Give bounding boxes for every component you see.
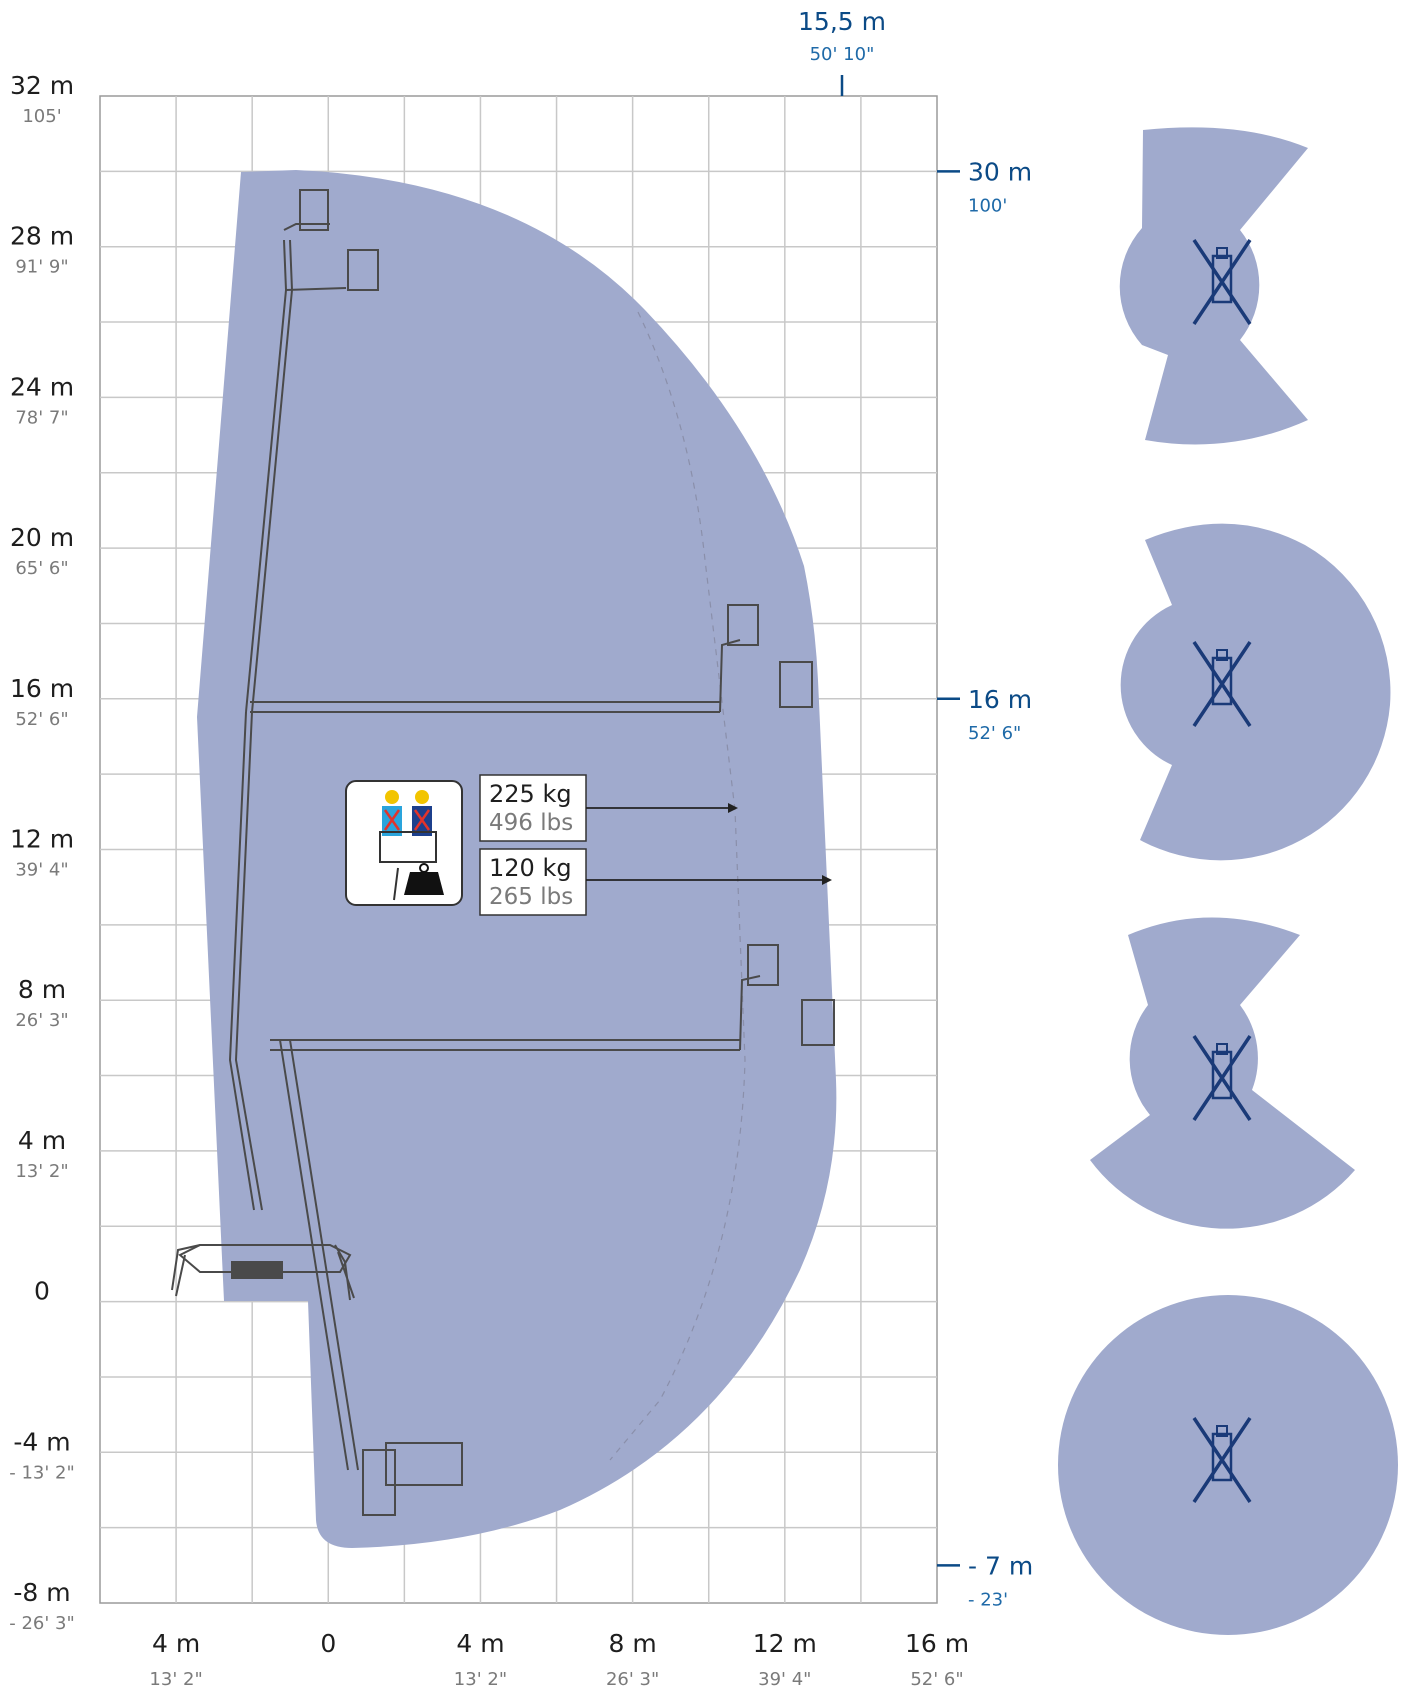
y-tick-label: 0: [34, 1277, 50, 1306]
max-outreach-feet: 50' 10": [810, 44, 875, 65]
outrigger-top-view-icon: [1192, 239, 1252, 325]
height-marker-feet: 100': [968, 195, 1007, 216]
boom-below-grade: [279, 1039, 359, 1471]
outrigger-top-view-icon: [1192, 641, 1252, 727]
x-tick-label: 4 m: [456, 1629, 504, 1658]
main-boom: [228, 711, 263, 1211]
slewing-view-4: [1058, 1295, 1398, 1635]
boom-7m: [270, 1039, 740, 1051]
height-marker-value: 16 m: [968, 685, 1032, 714]
y-tick-feet: 52' 6": [15, 709, 68, 730]
load-1-lbs: 496 lbs: [489, 810, 573, 836]
workers-in-basket-icon: [379, 790, 437, 901]
outreach-dashed-line: [609, 311, 746, 1461]
load-2-lbs: 265 lbs: [489, 884, 573, 910]
basket-top-1: [299, 189, 329, 231]
x-tick-feet: 13' 2": [149, 1669, 202, 1690]
y-tick-feet: 78' 7": [15, 407, 68, 428]
height-marker-value: - 7 m: [968, 1551, 1033, 1580]
y-tick-label: 28 m: [10, 222, 74, 251]
y-tick-feet: 39' 4": [15, 860, 68, 881]
outrigger-top-view-icons: [1192, 239, 1252, 1503]
basket-top-2: [347, 249, 379, 291]
outrigger-left: [171, 1244, 201, 1297]
x-tick-label: 8 m: [609, 1629, 657, 1658]
jib-16m: [719, 639, 741, 713]
basket-below-1: [362, 1449, 396, 1516]
y-tick-label: 12 m: [10, 825, 74, 854]
slewing-top-views: [1058, 127, 1398, 1635]
slewing-view-2: [1120, 523, 1391, 861]
y-tick-feet: 26' 3": [15, 1010, 68, 1031]
basket-16m-2: [779, 661, 813, 708]
jib-top-1: [283, 223, 330, 231]
max-outreach-marker: 15,5 m 50' 10": [798, 7, 886, 96]
y-axis-labels: 32 m 105' 28 m 91' 9" 24 m 78' 7" 20 m 65' 6" 16…: [9, 71, 75, 1634]
y-tick-label: 24 m: [10, 372, 74, 401]
x-tick-feet: 13' 2": [454, 1669, 507, 1690]
max-outreach-value: 15,5 m: [798, 7, 886, 36]
track: [231, 1261, 283, 1279]
basket-16m-1: [727, 604, 759, 646]
machine-drawing: [171, 189, 835, 1516]
load-2-kg: 120 kg: [489, 854, 572, 882]
basket-below-2: [385, 1442, 463, 1486]
y-tick-feet: 13' 2": [15, 1161, 68, 1182]
outrigger-right: [334, 1244, 355, 1301]
x-axis-labels: 4 m 13' 2" 0 4 m 13' 2" 8 m 26' 3" 12 m 39' 4" 16…: [149, 1629, 969, 1690]
basket-7m-2: [801, 999, 835, 1046]
x-tick-label: 12 m: [753, 1629, 817, 1658]
x-tick-feet: 26' 3": [606, 1669, 659, 1690]
y-tick-feet: 65' 6": [15, 558, 68, 579]
jib-top-2: [285, 287, 347, 291]
boom-16m: [250, 701, 720, 713]
y-tick-feet: 105': [22, 106, 61, 127]
jib-7m: [739, 975, 761, 1051]
load-box-2: [479, 848, 587, 916]
x-tick-label: 0: [320, 1629, 336, 1658]
outrigger-top-view-icon: [1192, 1417, 1252, 1503]
workers-icon-box: [345, 780, 463, 906]
y-tick-feet: - 26' 3": [9, 1613, 75, 1634]
load-box-1: [479, 774, 587, 842]
y-tick-label: 16 m: [10, 674, 74, 703]
slewing-view-3: [1090, 917, 1355, 1229]
y-tick-feet: - 13' 2": [9, 1462, 75, 1483]
outrigger-top-view-icon: [1192, 1035, 1252, 1121]
y-tick-label: -4 m: [13, 1427, 70, 1456]
load-1-kg: 225 kg: [489, 780, 572, 808]
weight-icon: [404, 863, 444, 895]
right-height-markers: 30 m 100' 16 m 52' 6" - 7 m - 23': [937, 157, 1033, 1610]
y-tick-label: 20 m: [10, 523, 74, 552]
x-tick-feet: 39' 4": [758, 1669, 811, 1690]
x-tick-feet: 52' 6": [910, 1669, 963, 1690]
load-panel: 225 kg 496 lbs 120 kg 265 lbs: [345, 774, 832, 916]
x-tick-label: 4 m: [152, 1629, 200, 1658]
y-tick-label: 32 m: [10, 71, 74, 100]
y-tick-feet: 91' 9": [15, 257, 68, 278]
y-tick-label: 8 m: [18, 975, 66, 1004]
x-tick-label: 16 m: [905, 1629, 969, 1658]
height-marker-feet: 52' 6": [968, 723, 1021, 744]
height-marker-value: 30 m: [968, 157, 1032, 186]
y-tick-label: 4 m: [18, 1126, 66, 1155]
height-marker-feet: - 23': [968, 1589, 1008, 1610]
y-tick-label: -8 m: [13, 1578, 70, 1607]
basket-7m-1: [747, 944, 779, 986]
